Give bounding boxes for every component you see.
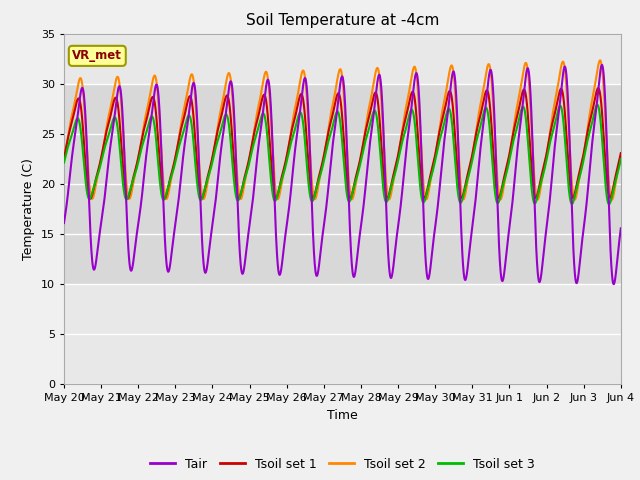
X-axis label: Time: Time: [327, 408, 358, 421]
Legend: Tair, Tsoil set 1, Tsoil set 2, Tsoil set 3: Tair, Tsoil set 1, Tsoil set 2, Tsoil se…: [145, 453, 540, 476]
Y-axis label: Temperature (C): Temperature (C): [22, 158, 35, 260]
Title: Soil Temperature at -4cm: Soil Temperature at -4cm: [246, 13, 439, 28]
Text: VR_met: VR_met: [72, 49, 122, 62]
Bar: [64, 84, 621, 284]
